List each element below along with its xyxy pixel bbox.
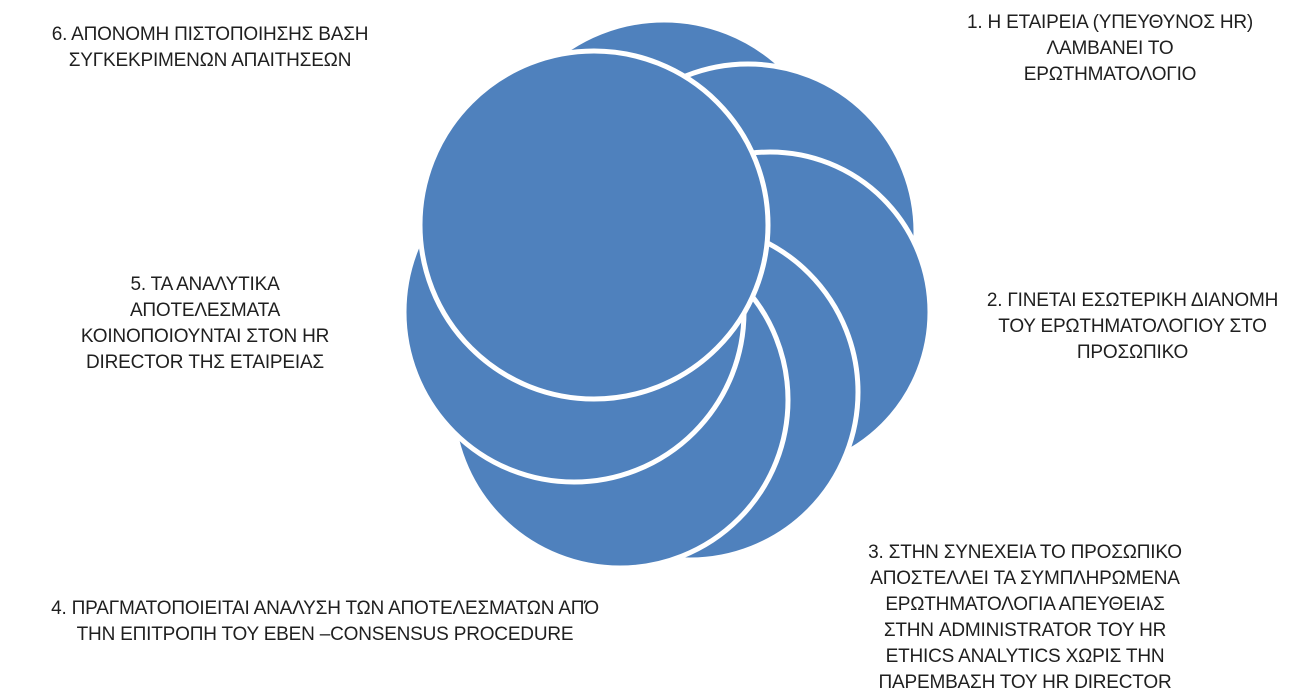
step-2-label: 2. ΓΙΝΕΤΑΙ ΕΣΩΤΕΡΙΚΗ ΔΙΑΝΟΜΗ ΤΟΥ ΕΡΩΤΗΜΑ… (986, 290, 1279, 363)
step-6-label: 6. ΑΠΟΝΟΜΗ ΠΙΣΤΟΠΟΙΗΣΗΣ ΒΑΣΗ ΣΥΓΚΕΚΡΙΜΕΝ… (51, 24, 369, 71)
step-4-label: 4. ΠΡΑΓΜΑΤΟΠΟΙΕΙΤΑΙ ΑΝΑΛΥΣΗ ΤΩΝ ΑΠΟΤΕΛΕΣ… (51, 598, 599, 645)
step-5-label: 5. ΤΑ ΑΝΑΛΥΤΙΚΑ ΑΠΟΤΕΛΕΣΜΑΤΑ ΚΟΙΝΟΠΟΙΟΥΝ… (80, 274, 330, 373)
step-1-label: 1. Η ΕΤΑΙΡΕΙΑ (ΥΠΕΥΘΥΝΟΣ HR) ΛΑΜΒΑΝΕΙ ΤΟ… (966, 12, 1253, 85)
step-3-label: 3. ΣΤΗΝ ΣΥΝΕΧΕΙΑ ΤΟ ΠΡΟΣΩΠΙΚΟ ΑΠΟΣΤΕΛΛΕΙ… (868, 542, 1182, 693)
cycle-circle-step-6 (417, 48, 771, 402)
cycle-circles (401, 17, 933, 571)
